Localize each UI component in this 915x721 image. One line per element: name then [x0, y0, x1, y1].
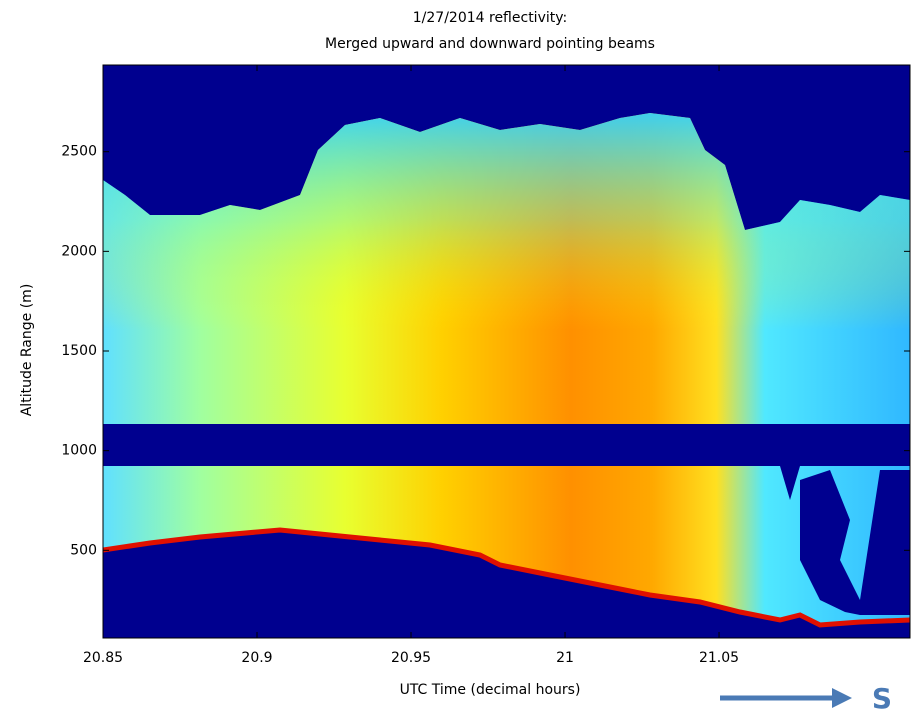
annotation: S — [872, 682, 892, 715]
direction-arrow — [720, 688, 852, 708]
x-axis-title: UTC Time (decimal hours) — [400, 682, 581, 698]
arrow-head — [832, 688, 852, 708]
blind-zone — [103, 424, 910, 466]
ground-return — [103, 527, 910, 628]
heatmap-field — [103, 65, 910, 638]
chart-subtitle: Merged upward and downward pointing beam… — [325, 36, 655, 52]
x-tick-label: 20.85 — [83, 650, 123, 666]
y-axis-title: Altitude Range (m) — [19, 284, 35, 417]
y-tick-label: 1500 — [61, 343, 97, 359]
lower-echo — [103, 466, 910, 625]
y-tick-label: 1000 — [61, 443, 97, 459]
y-tick-label: 500 — [70, 542, 97, 558]
clear-gap — [800, 470, 910, 615]
x-tick-label: 20.95 — [391, 650, 431, 666]
x-tick-label: 20.9 — [241, 650, 272, 666]
y-tick-label: 2000 — [61, 243, 97, 259]
chart-title: 1/27/2014 reflectivity: — [413, 10, 567, 26]
y-tick-label: 2500 — [61, 144, 97, 160]
upper-echo-edge — [103, 113, 910, 424]
x-tick-label: 21 — [556, 650, 574, 666]
x-tick-label: 21.05 — [699, 650, 739, 666]
